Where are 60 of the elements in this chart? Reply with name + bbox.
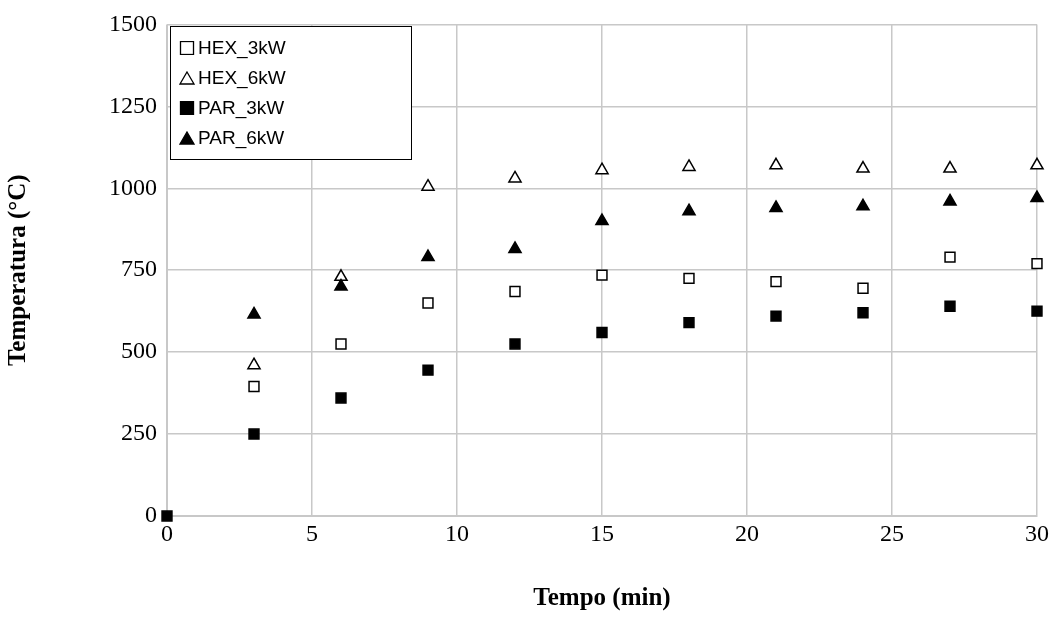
point [1031,305,1043,317]
point [422,297,434,309]
x-tick-label: 15 [590,519,614,546]
point [421,178,435,191]
point [944,300,956,312]
x-tick-label: 30 [1025,519,1049,546]
x-tick-label: 10 [445,519,469,546]
point [944,251,956,263]
point [682,203,696,216]
point [508,170,522,183]
point [334,269,348,282]
point [596,269,608,281]
point [509,338,521,350]
point [508,241,522,254]
point [1030,190,1044,203]
point [1030,157,1044,170]
point [422,364,434,376]
x-axis-title: Tempo (min) [533,583,671,612]
point [943,193,957,206]
point [769,200,783,213]
point [509,285,521,298]
point [856,198,870,211]
point [247,306,261,319]
point [595,213,609,226]
y-tick-label: 500 [121,337,157,364]
y-tick-label: 750 [121,255,157,282]
point [683,272,695,285]
point [335,392,347,404]
point [1031,257,1043,270]
x-tick-label: 25 [880,519,904,546]
x-tick-label: 20 [735,519,759,546]
point [335,338,347,350]
y-tick-label: 1250 [109,91,157,118]
point [421,249,435,262]
y-tick-label: 1000 [109,173,157,200]
y-tick-label: 250 [121,419,157,446]
legend-label: PAR_3kW [198,96,285,121]
legend-label: PAR_6kW [198,126,285,151]
point [857,307,869,319]
point [856,160,870,173]
point [247,357,261,370]
x-tick-label: 5 [306,519,318,546]
point [683,316,695,329]
point [682,159,696,172]
point [334,278,348,291]
point [770,310,782,322]
point [595,162,609,175]
point [248,380,260,393]
legend-label: HEX_6kW [198,66,286,91]
point [857,282,869,294]
y-tick-label: 1500 [109,9,157,36]
y-axis-title: Temperatura (°C) [3,174,32,367]
point [769,157,783,170]
point [596,326,608,339]
legend-label: HEX_3kW [198,36,286,61]
point [161,510,173,522]
point [770,275,782,288]
point [248,428,260,440]
point [943,160,957,173]
y-tick-label: 0 [145,501,157,528]
